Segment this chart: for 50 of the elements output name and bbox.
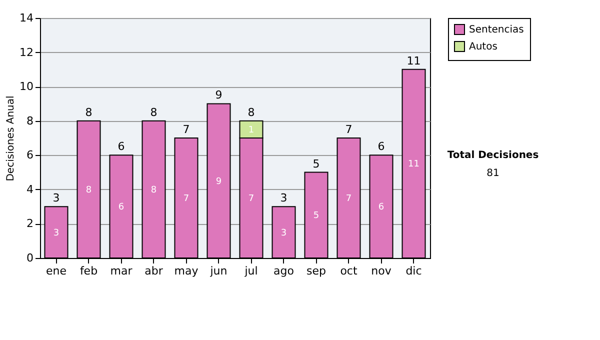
data-label: 9 xyxy=(216,176,222,187)
y-tick-label: 10 xyxy=(20,80,34,94)
x-tick-label: feb xyxy=(80,264,98,278)
data-label: 3 xyxy=(280,228,287,238)
x-tick-label: jul xyxy=(244,264,258,278)
data-label: 6 xyxy=(378,202,384,213)
text: 81 xyxy=(486,168,500,179)
text: Total Decisiones xyxy=(447,150,539,161)
x-tick-label: ago xyxy=(274,264,294,278)
y-tick-label: 14 xyxy=(20,12,34,24)
data-label: 11 xyxy=(408,160,420,170)
x-tick-label: may xyxy=(174,264,199,278)
y-tick-label: 12 xyxy=(20,46,34,59)
y-tick-label: 6 xyxy=(26,148,34,162)
data-label: 7 xyxy=(248,194,254,204)
total-label: 9 xyxy=(215,88,222,102)
data-label: 1 xyxy=(248,125,254,136)
data-label: 7 xyxy=(183,194,190,204)
x-tick-label: abr xyxy=(144,264,164,278)
total-label: 6 xyxy=(118,140,125,154)
data-label: 6 xyxy=(118,202,124,213)
total-label: 6 xyxy=(378,140,385,154)
x-tick-label: mar xyxy=(110,264,133,278)
y-tick-label: 2 xyxy=(26,217,34,230)
total-label: 8 xyxy=(150,106,158,119)
total-label: 7 xyxy=(345,123,352,136)
x-tick-label: ene xyxy=(46,264,67,278)
y-tick-label: 0 xyxy=(26,252,34,264)
data-label: 8 xyxy=(150,185,157,196)
y-axis-title: Decisiones Anual xyxy=(6,96,17,182)
total-label: 7 xyxy=(182,123,190,136)
total-label: 3 xyxy=(52,192,60,205)
x-tick-label: dic xyxy=(406,264,422,278)
data-label: 5 xyxy=(313,211,320,222)
data-label: 7 xyxy=(346,194,352,204)
total-label: 11 xyxy=(406,54,421,68)
x-tick-label: oct xyxy=(340,264,358,278)
x-tick-label: sep xyxy=(306,264,326,278)
legend-label: Sentencias xyxy=(469,24,524,36)
data-label: 3 xyxy=(53,228,60,238)
total-label: 3 xyxy=(280,192,288,205)
total-label: 8 xyxy=(85,106,92,119)
y-tick-label: 4 xyxy=(26,182,34,196)
legend-label: Autos xyxy=(469,42,498,52)
y-tick-label: 8 xyxy=(26,114,34,128)
total-label: 5 xyxy=(312,157,320,170)
total-label: 8 xyxy=(248,106,255,119)
data-label: 8 xyxy=(86,185,92,196)
x-tick-label: jun xyxy=(209,264,228,278)
x-tick-label: nov xyxy=(371,264,392,278)
